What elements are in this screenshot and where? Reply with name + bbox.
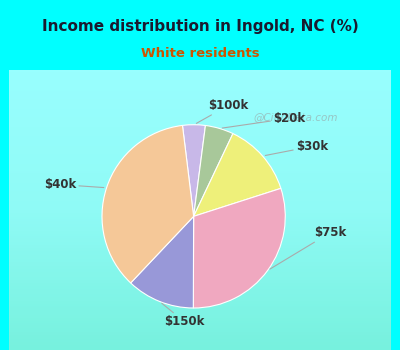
Wedge shape [102, 125, 194, 283]
Text: $40k: $40k [44, 178, 104, 191]
Text: $20k: $20k [222, 112, 305, 128]
Text: White residents: White residents [141, 47, 259, 60]
Text: $30k: $30k [265, 140, 328, 155]
Text: $75k: $75k [270, 226, 346, 269]
Wedge shape [194, 126, 233, 216]
Wedge shape [193, 188, 285, 308]
Text: $150k: $150k [162, 303, 205, 329]
Text: @City-Data.com: @City-Data.com [254, 113, 338, 123]
Wedge shape [131, 216, 194, 308]
Wedge shape [182, 125, 206, 216]
Text: $100k: $100k [196, 99, 248, 123]
Text: Income distribution in Ingold, NC (%): Income distribution in Ingold, NC (%) [42, 19, 358, 34]
Wedge shape [194, 134, 281, 216]
